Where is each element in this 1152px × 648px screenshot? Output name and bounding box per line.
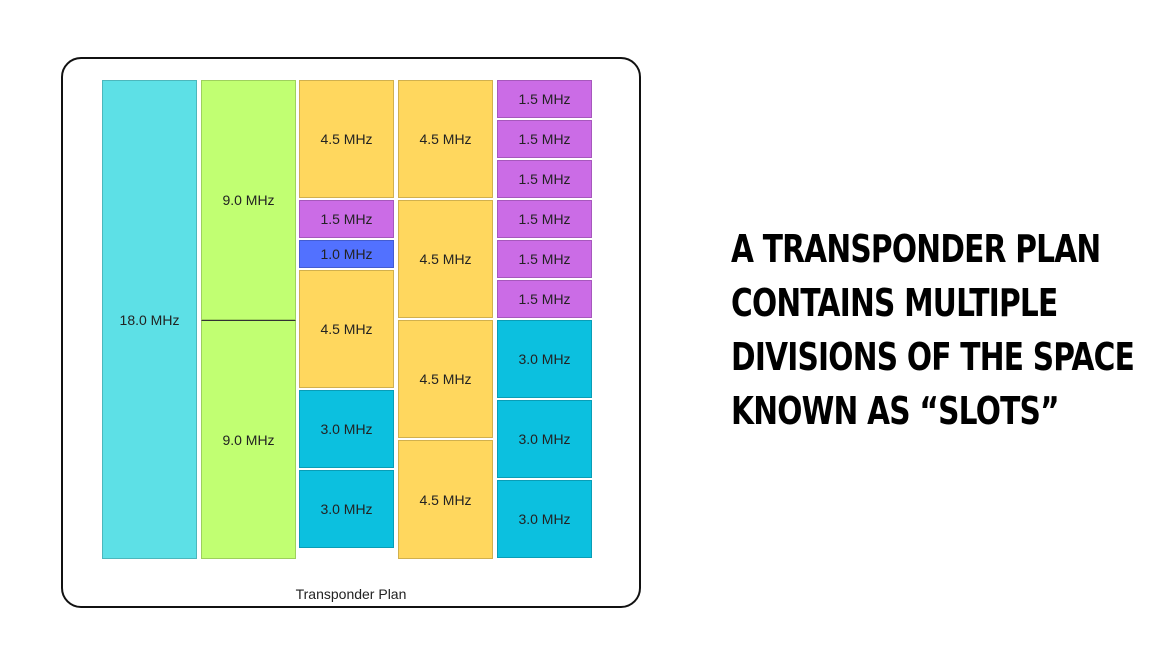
slot-1-5mhz: 1.5 MHz — [497, 200, 592, 238]
headline-line: KNOWN AS “SLOTS” — [731, 389, 1060, 433]
slot-3mhz: 3.0 MHz — [497, 400, 592, 478]
slot-4-5mhz: 4.5 MHz — [299, 80, 394, 198]
slot-4-5mhz: 4.5 MHz — [398, 320, 493, 438]
slot-3mhz: 3.0 MHz — [299, 390, 394, 468]
slot-4-5mhz: 4.5 MHz — [398, 200, 493, 318]
headline: A TRANSPONDER PLAN CONTAINS MULTIPLE DIV… — [731, 222, 1135, 438]
slot-4-5mhz: 4.5 MHz — [398, 440, 493, 559]
headline-line: CONTAINS MULTIPLE — [731, 281, 1058, 325]
slot-4-5mhz: 4.5 MHz — [299, 270, 394, 388]
slot-1mhz: 1.0 MHz — [299, 240, 394, 268]
slot-1-5mhz: 1.5 MHz — [497, 240, 592, 278]
diagram-caption: Transponder Plan — [295, 586, 407, 602]
slot-3mhz: 3.0 MHz — [497, 480, 592, 558]
slot-1-5mhz: 1.5 MHz — [497, 160, 592, 198]
slot-18mhz: 18.0 MHz — [102, 80, 197, 559]
slot-9mhz-top: 9.0 MHz — [201, 80, 296, 320]
headline-line: A TRANSPONDER PLAN — [731, 227, 1101, 271]
slot-3mhz: 3.0 MHz — [497, 320, 592, 398]
slot-1-5mhz: 1.5 MHz — [497, 280, 592, 318]
slot-1-5mhz: 1.5 MHz — [497, 80, 592, 118]
slot-1-5mhz: 1.5 MHz — [299, 200, 394, 238]
slot-9mhz-bottom: 9.0 MHz — [201, 320, 296, 559]
headline-line: DIVISIONS OF THE SPACE — [731, 335, 1135, 379]
slot-1-5mhz: 1.5 MHz — [497, 120, 592, 158]
slot-3mhz: 3.0 MHz — [299, 470, 394, 548]
slot-4-5mhz: 4.5 MHz — [398, 80, 493, 198]
